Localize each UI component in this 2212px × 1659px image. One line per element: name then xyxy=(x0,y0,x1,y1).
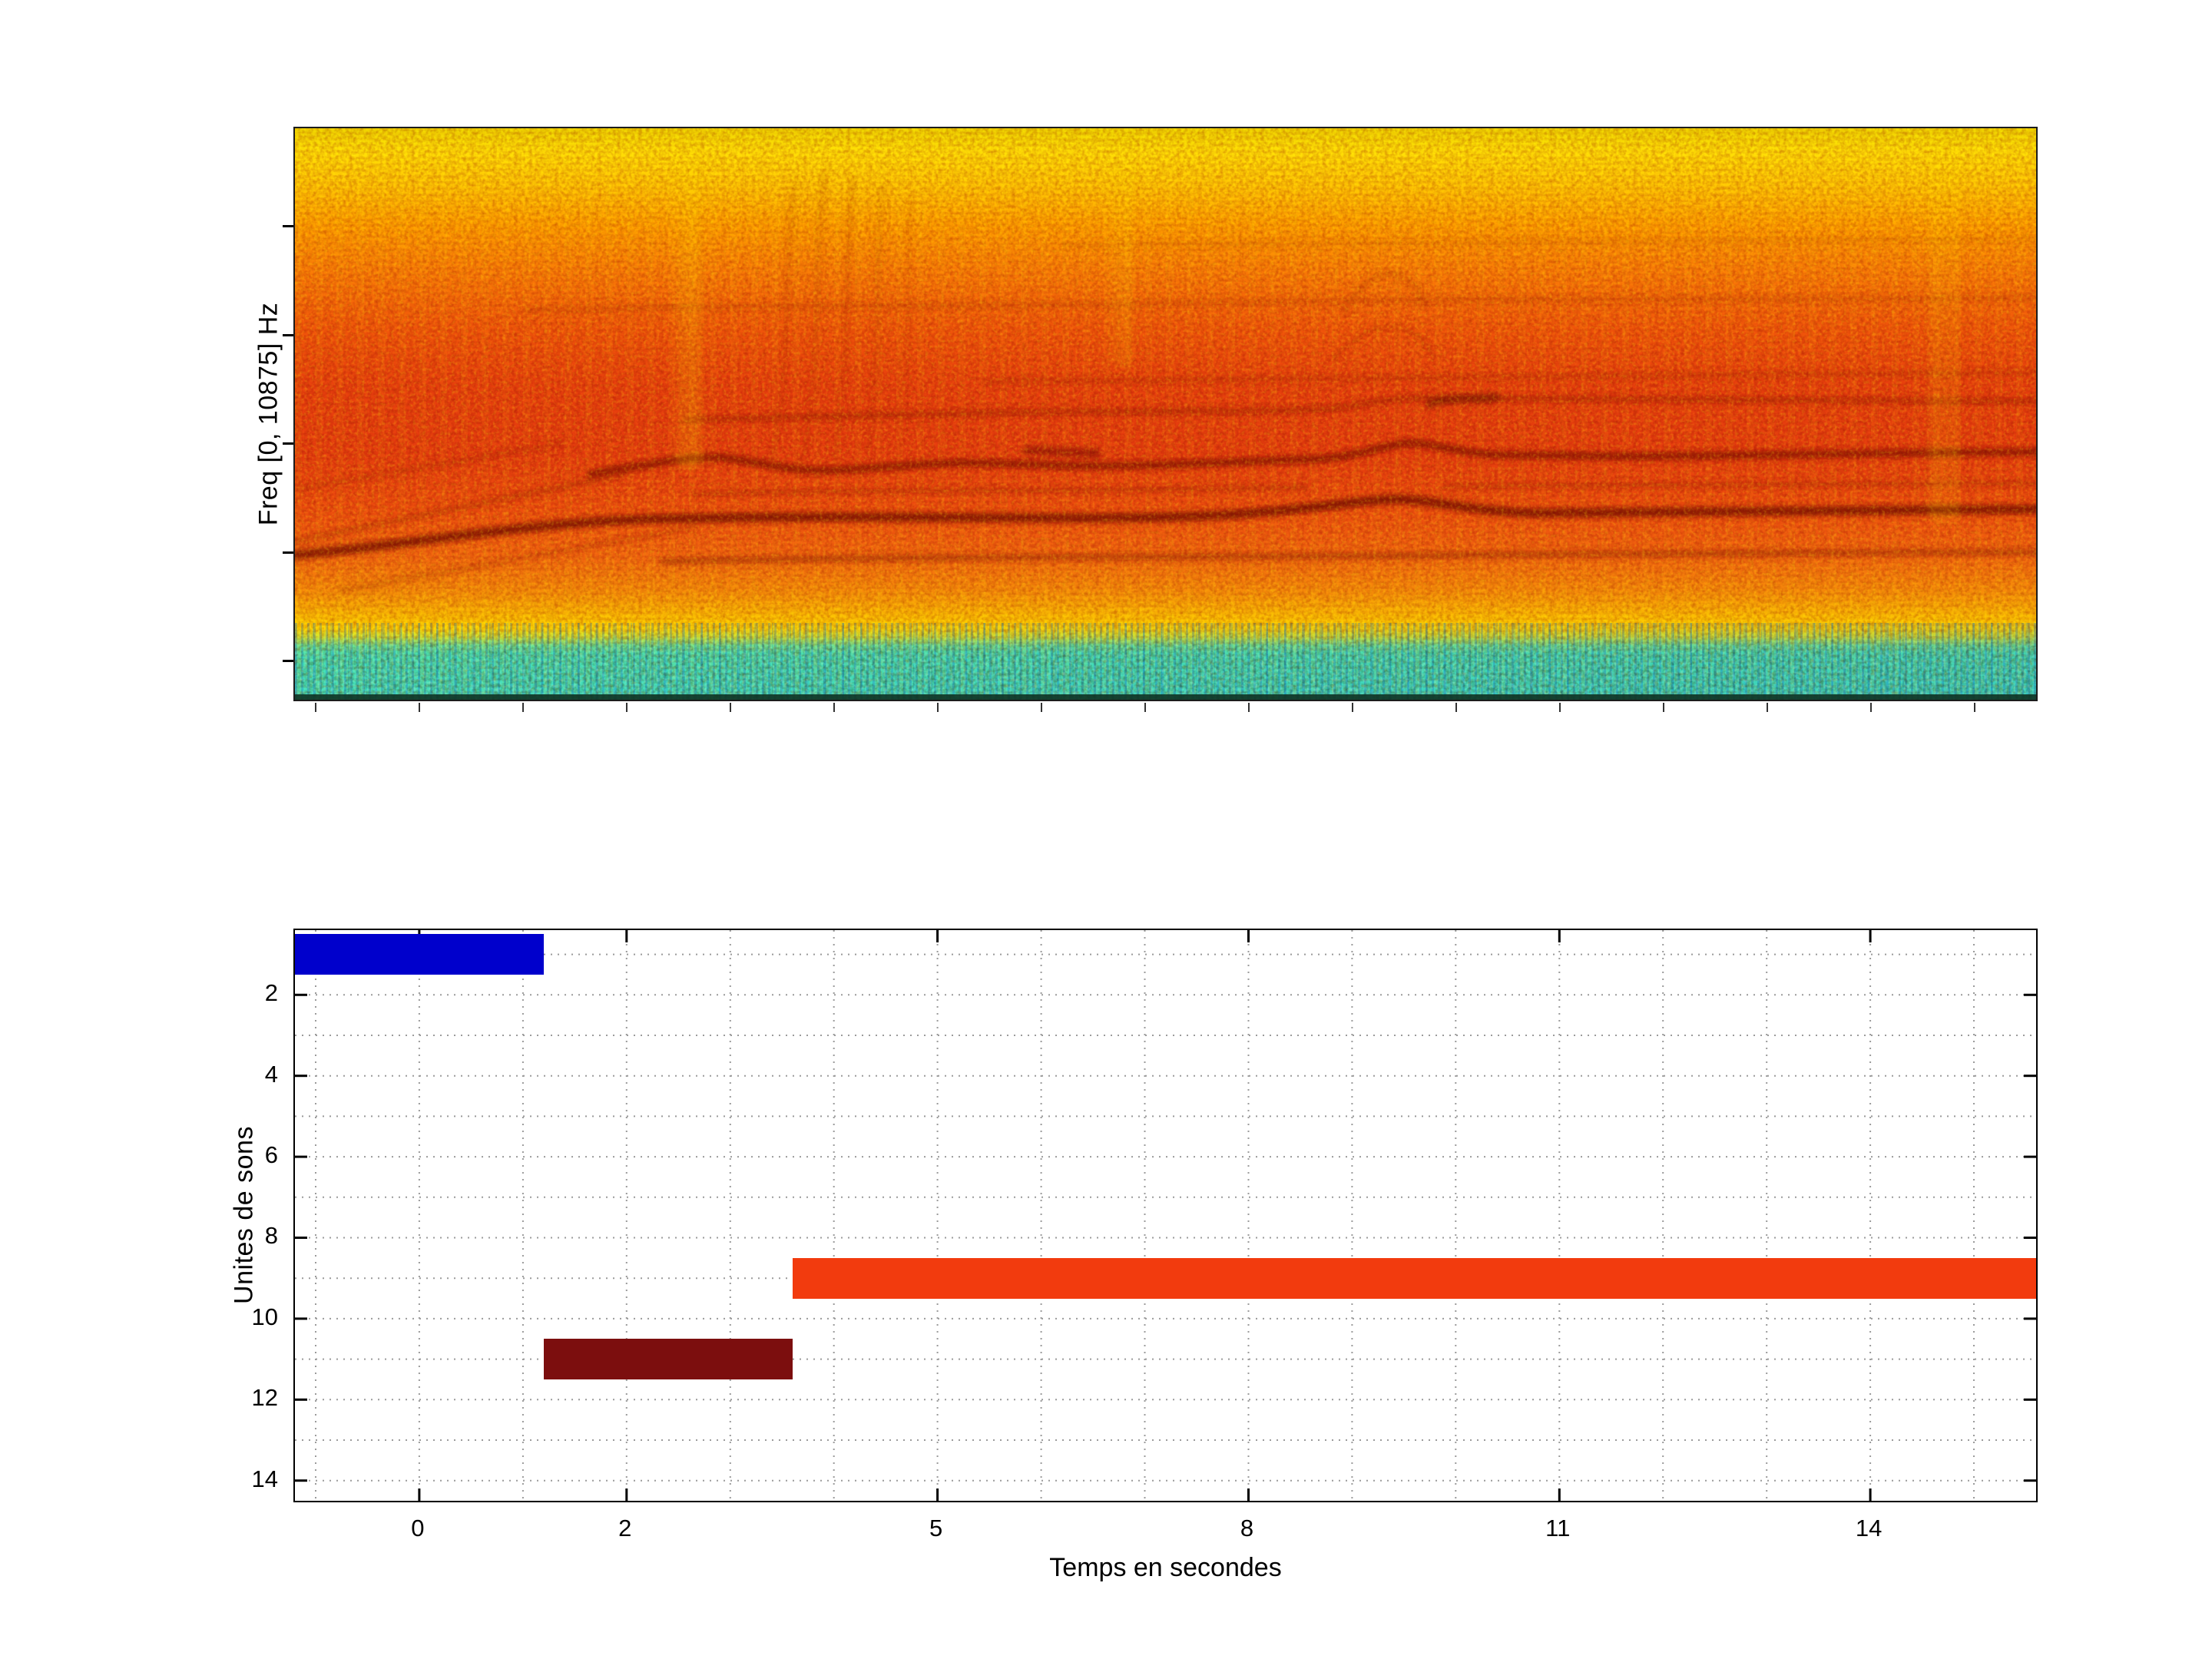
y-tick-mark xyxy=(283,551,293,554)
units-plot-area xyxy=(295,930,2036,1501)
x-tick-label: 11 xyxy=(1545,1515,1571,1541)
y-tick-label: 6 xyxy=(264,1141,278,1169)
x-tick-label: 5 xyxy=(929,1515,943,1541)
spectrogram-bottom-ticks xyxy=(295,703,2036,712)
spectrogram-plot xyxy=(283,127,2038,712)
y-tick-label: 8 xyxy=(264,1222,278,1250)
sound-unit-bar-9 xyxy=(792,1257,2036,1299)
y-tick-label: 4 xyxy=(264,1060,278,1088)
y-tick-mark xyxy=(283,442,293,445)
sound-unit-bar-11 xyxy=(543,1339,793,1379)
y-tick-label: 10 xyxy=(251,1303,278,1330)
spectrogram-image xyxy=(295,128,2036,700)
y-tick-mark xyxy=(283,333,293,336)
spectrogram-bottom-edge xyxy=(295,694,2036,700)
grid-lines xyxy=(295,930,2036,1501)
y-tick-mark xyxy=(283,659,293,662)
x-tick-labels: 0 2 5 8 11 14 xyxy=(293,1515,2038,1548)
y-tick-label: 2 xyxy=(264,979,278,1007)
x-tick-label: 8 xyxy=(1240,1515,1254,1541)
x-tick-label: 2 xyxy=(618,1515,632,1541)
spectrogram-ylabel: Freq [0, 10875] Hz xyxy=(253,302,283,526)
sound-unit-bar-1 xyxy=(295,934,544,975)
spectrogram-left-ticks xyxy=(281,128,293,700)
x-axis-label: Temps en secondes xyxy=(1049,1553,1282,1582)
x-tick-label: 14 xyxy=(1855,1515,1883,1541)
y-tick-label: 14 xyxy=(251,1465,278,1492)
y-tick-label: 12 xyxy=(251,1384,278,1412)
units-plot xyxy=(293,929,2038,1502)
x-tick-label: 0 xyxy=(411,1515,425,1541)
y-tick-labels: 2 4 6 8 10 12 14 xyxy=(0,929,286,1502)
noise-light-overlay xyxy=(295,128,2036,700)
y-tick-mark xyxy=(283,225,293,228)
